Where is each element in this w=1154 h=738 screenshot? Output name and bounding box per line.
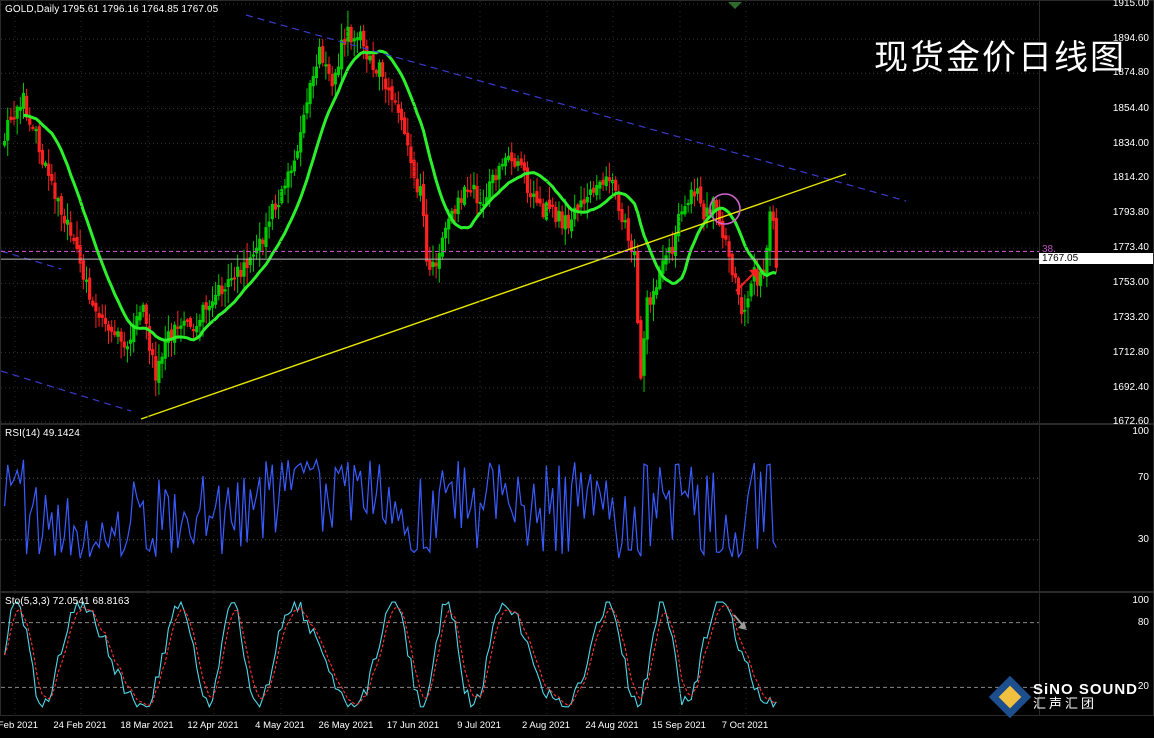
rsi-panel-header: RSI(14) 49.1424 [5, 428, 80, 439]
stochastic-panel-header: Sto(5,3,3) 72.0541 68.8163 [5, 596, 130, 607]
price-y-tick: 1814.20 [1112, 171, 1149, 183]
time-axis-tick: 9 Jul 2021 [457, 720, 501, 731]
price-y-tick: 1834.00 [1112, 137, 1149, 149]
time-axis[interactable]: 2 Feb 2021 24 Feb 2021 18 Mar 2021 12 Apr 2… [0, 716, 1154, 738]
stochastic-panel[interactable]: 100 80 20 Sto(5,3,3) 72.0541 68.8163 [0, 592, 1154, 716]
stochastic-y-tick: 80 [1137, 616, 1149, 628]
price-y-tick: 1692.40 [1112, 381, 1149, 393]
rsi-y-tick: 70 [1137, 472, 1149, 484]
rsi-panel[interactable]: 100 70 30 RSI(14) 49.1424 [0, 424, 1154, 592]
price-y-tick: 1793.80 [1112, 207, 1149, 218]
stochastic-y-tick: 20 [1137, 681, 1149, 693]
stochastic-chart-svg [1, 593, 1039, 715]
time-axis-tick: 24 Feb 2021 [53, 720, 107, 731]
stochastic-y-tick: 100 [1132, 595, 1149, 606]
price-y-tick: 1672.60 [1112, 416, 1149, 427]
price-y-tick: 1915.00 [1112, 0, 1149, 9]
time-axis-tick: 15 Sep 2021 [652, 720, 706, 731]
price-y-tick: 1712.80 [1112, 346, 1149, 358]
time-axis-tick: 17 Jun 2021 [386, 720, 440, 731]
price-plot-area[interactable] [1, 1, 1039, 423]
fib-level-tag: 38. [1042, 243, 1056, 255]
brand-logo: SiNO SOUND 汇声汇团 [988, 675, 1138, 719]
price-chart-svg [1, 1, 1039, 423]
price-panel[interactable]: 1915.00 1894.60 1874.80 1854.40 1834.00 1814.… [0, 0, 1154, 427]
logo-line-2: 汇声汇团 [1032, 697, 1097, 713]
stochastic-plot-area[interactable] [1, 593, 1039, 715]
rsi-y-tick: 100 [1132, 426, 1149, 437]
time-axis-tick: 2 Feb 2021 [0, 720, 39, 731]
price-y-tick: 1733.20 [1112, 311, 1149, 323]
price-y-axis[interactable]: 1915.00 1894.60 1874.80 1854.40 1834.00 1814.… [1039, 0, 1153, 427]
price-y-tick: 1874.80 [1112, 67, 1149, 79]
time-axis-tick: 12 Apr 2021 [187, 720, 239, 731]
watermark-text: 现货金价日线图 [874, 38, 1126, 78]
logo-line-1: SiNO SOUND [1032, 681, 1138, 699]
rsi-chart-svg [1, 425, 1039, 591]
time-axis-tick: 4 May 2021 [255, 720, 305, 731]
price-y-tick: 1753.00 [1112, 277, 1149, 289]
time-axis-tick: 24 Aug 2021 [585, 720, 639, 731]
time-axis-tick: 2 Aug 2021 [521, 720, 571, 731]
chart-top-marker [728, 2, 742, 9]
logo-diamond-icon [988, 675, 1032, 719]
stochastic-y-axis[interactable]: 100 80 20 [1039, 593, 1153, 715]
price-panel-header: GOLD,Daily 1795.61 1796.16 1764.85 1767.… [5, 4, 219, 15]
rsi-y-axis[interactable]: 100 70 30 [1039, 425, 1153, 591]
rsi-plot-area[interactable] [1, 425, 1039, 591]
time-axis-tick: 26 May 2021 [318, 720, 374, 731]
last-price-tag: 1767.05 [1039, 253, 1153, 265]
rsi-y-tick: 30 [1137, 533, 1149, 545]
price-y-tick: 1773.40 [1112, 242, 1149, 254]
price-y-tick: 1894.60 [1112, 33, 1149, 45]
price-y-tick: 1854.40 [1112, 102, 1149, 114]
time-axis-tick: 7 Oct 2021 [721, 720, 769, 731]
time-axis-tick: 18 Mar 2021 [120, 720, 174, 731]
